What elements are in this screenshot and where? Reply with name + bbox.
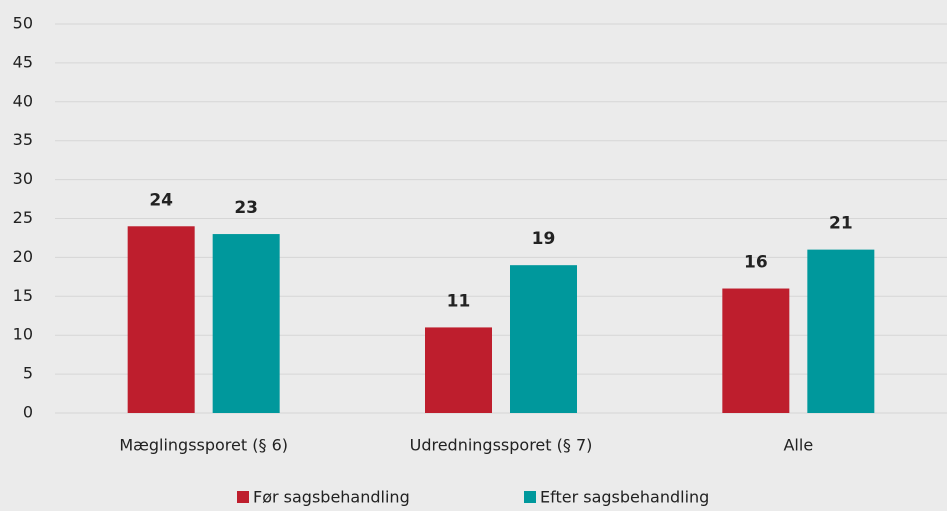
bar [510,265,577,413]
value-label: 24 [149,190,173,210]
value-label: 19 [532,229,556,249]
legend-label: Efter sagsbehandling [540,488,709,507]
x-tick-label: Udredningssporet (§ 7) [410,436,593,455]
value-label: 11 [447,291,471,311]
bar [722,288,790,413]
y-tick-label: 15 [13,286,33,305]
value-label: 21 [829,214,853,234]
y-tick-label: 35 [13,130,33,149]
bar [807,249,875,413]
bar [127,226,195,413]
y-tick-label: 5 [23,364,33,383]
y-tick-label: 20 [13,247,33,266]
y-tick-label: 50 [13,14,33,33]
legend-swatch [237,491,249,503]
y-tick-label: 10 [13,325,33,344]
value-label: 16 [744,253,768,273]
value-label: 23 [234,198,258,218]
y-tick-label: 45 [13,52,33,71]
x-tick-label: Mæglingssporet (§ 6) [119,436,288,455]
y-tick-label: 30 [13,169,33,188]
y-tick-label: 0 [23,403,33,422]
legend-swatch [524,491,536,503]
bar [212,234,280,413]
legend-label: Før sagsbehandling [253,488,410,507]
y-tick-label: 25 [13,208,33,227]
bar [425,327,492,413]
x-tick-label: Alle [783,436,813,455]
y-tick-label: 40 [13,91,33,110]
